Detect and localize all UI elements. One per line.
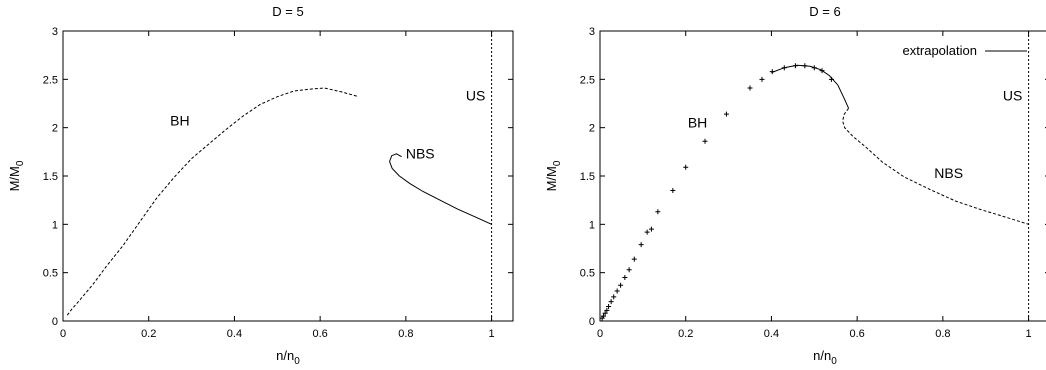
annotation-us: US [466,88,485,104]
data-point-marker [611,294,617,300]
data-point-marker [604,307,610,313]
data-point-marker [723,111,729,117]
data-point-marker [602,310,608,316]
chart-title: D = 5 [272,4,303,19]
y-tick-label: 0 [52,316,58,328]
data-point-marker [631,256,637,262]
series-bh-line [66,87,359,316]
data-point-marker [759,76,765,82]
x-tick-label: 0.4 [764,328,779,340]
x-tick-label: 0 [60,328,66,340]
plot-frame [599,30,1046,322]
x-tick-label: 0.8 [398,328,413,340]
chart-title: D = 6 [809,4,840,19]
x-axis-label: n/n0 [813,348,837,367]
y-axis-label: M/M0 [544,160,563,191]
annotation-nbs: NBS [934,165,963,181]
y-tick-label: 1.5 [580,171,595,183]
y-tick-label: 3 [52,26,58,38]
y-tick-label: 2 [52,123,58,135]
data-point-marker [618,282,624,288]
x-tick-label: 0 [597,328,603,340]
data-point-marker [638,242,644,248]
chart-panel-1: D = 50 0.2 0.4 0.6 0.8 100.511.522.53n/n0M/M0… [7,4,514,367]
data-point-marker [648,226,654,232]
y-tick-label: 0.5 [580,268,595,280]
x-tick-label: 0.2 [141,328,156,340]
data-point-marker [702,138,708,144]
x-axis-label-sub: 0 [831,356,837,367]
x-axis-label-sub: 0 [294,356,300,367]
series-nbs-line [842,108,1029,225]
series-extrapolation-line [771,64,850,109]
data-point-marker [600,313,606,319]
x-tick-label: 0.4 [227,328,242,340]
y-axis-label: M/M0 [7,160,26,191]
y-tick-label: 1 [589,219,595,231]
data-point-marker [747,85,753,91]
series-nbs-line [389,153,492,225]
y-tick-label: 0.5 [43,268,58,280]
annotation-bh: BH [170,113,189,129]
x-tick-label: 0.2 [678,328,693,340]
y-tick-label: 1.5 [43,171,58,183]
x-tick-label: 1 [489,328,495,340]
data-point-marker [614,288,620,294]
x-tick-label: 1 [1026,328,1032,340]
x-tick-label: 0.8 [935,328,950,340]
y-tick-label: 0 [589,316,595,328]
plot-frame [62,30,514,322]
data-point-marker [683,164,689,170]
y-tick-label: 1 [52,219,58,231]
annotation-bh: BH [688,115,707,131]
x-axis-label: n/n0 [276,348,300,367]
series-bh-points [600,63,834,321]
data-point-marker [644,229,650,235]
data-point-marker [670,188,676,193]
y-axis-label-main: M/M [544,166,559,191]
annotation-us: US [1003,88,1022,104]
data-point-marker [606,304,612,309]
y-tick-label: 2.5 [580,74,595,86]
x-tick-label: 0.6 [849,328,864,340]
y-tick-label: 2 [589,123,595,135]
chart-panel-2: D = 60 0.2 0.4 0.6 0.8 100.511.522.53n/n0M/M0… [544,4,1046,367]
data-point-marker [626,267,632,273]
y-tick-label: 2.5 [43,74,58,86]
y-axis-label-main: M/M [7,166,22,191]
y-tick-label: 3 [589,26,595,38]
annotation-nbs: NBS [406,146,435,162]
x-tick-label: 0.6 [312,328,327,340]
y-axis-label-sub: 0 [552,160,563,166]
x-axis-label-main: n/n [276,348,294,363]
x-axis-label-main: n/n [813,348,831,363]
legend-label: extrapolation [903,43,977,58]
data-point-marker [622,275,628,280]
data-point-marker [655,209,661,215]
data-point-marker [608,299,614,305]
y-axis-label-sub: 0 [15,160,26,166]
